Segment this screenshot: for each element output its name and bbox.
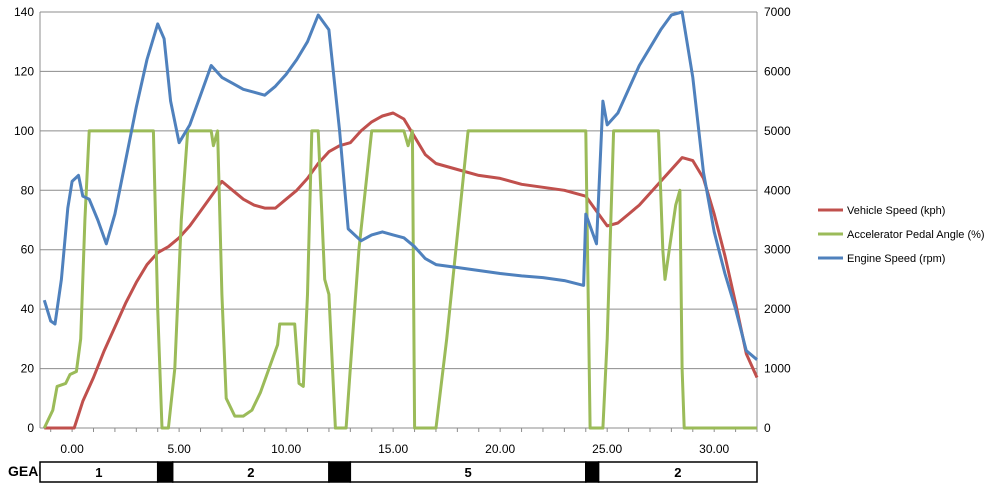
right-tick-label: 6000 [764, 64, 791, 78]
left-tick-label: 20 [21, 362, 35, 376]
left-tick-label: 120 [14, 64, 34, 78]
left-tick-label: 60 [21, 243, 35, 257]
gear-segment [597, 461, 758, 483]
gear-segment [156, 461, 174, 483]
right-tick-label: 5000 [764, 124, 791, 138]
legend-label-accelerator-pedal: Accelerator Pedal Angle (%) [847, 229, 985, 241]
gear-segment-label: 5 [464, 465, 471, 480]
accelerator-pedal-line [42, 129, 757, 430]
gear-strip: GEAR 1 2 5 2 [8, 461, 758, 483]
left-tick-label: 140 [14, 5, 34, 19]
vehicle-speed-line [44, 111, 759, 430]
gear-segment-label: 2 [674, 465, 681, 480]
right-tick-label: 7000 [764, 5, 791, 19]
x-axis-ticks: 0.00 5.00 10.00 15.00 20.00 25.00 30.00 [60, 442, 729, 456]
gear-segment-label: 1 [95, 465, 102, 480]
right-tick-label: 4000 [764, 183, 791, 197]
gear-segment-label: 2 [247, 465, 254, 480]
right-tick-label: 2000 [764, 302, 791, 316]
legend: Vehicle Speed (kph) Accelerator Pedal Ang… [818, 205, 985, 265]
left-tick-label: 0 [27, 421, 34, 435]
x-tick-label: 25.00 [592, 442, 622, 456]
left-tick-label: 40 [21, 302, 35, 316]
x-tick-label: 15.00 [378, 442, 408, 456]
gear-segment [328, 461, 352, 483]
right-tick-label: 0 [764, 421, 771, 435]
x-tick-label: 0.00 [60, 442, 84, 456]
x-tick-label: 5.00 [167, 442, 191, 456]
left-tick-label: 100 [14, 124, 34, 138]
engine-speed-line [42, 10, 758, 361]
gear-segment [585, 461, 600, 483]
legend-label-vehicle-speed: Vehicle Speed (kph) [847, 205, 945, 217]
left-tick-label: 80 [21, 183, 35, 197]
left-axis-ticks: 0 20 40 60 80 100 120 140 [14, 5, 34, 435]
horizontal-gridlines [40, 11, 757, 429]
right-axis-ticks: 0 1000 2000 3000 4000 5000 6000 7000 [764, 5, 791, 435]
legend-label-engine-speed: Engine Speed (rpm) [847, 253, 945, 265]
series-lines [42, 10, 759, 430]
gear-title: GEAR [8, 463, 48, 479]
x-tick-label: 10.00 [271, 442, 301, 456]
right-tick-label: 1000 [764, 362, 791, 376]
right-tick-label: 3000 [764, 243, 791, 257]
x-tick-label: 30.00 [699, 442, 729, 456]
x-tick-label: 20.00 [485, 442, 515, 456]
